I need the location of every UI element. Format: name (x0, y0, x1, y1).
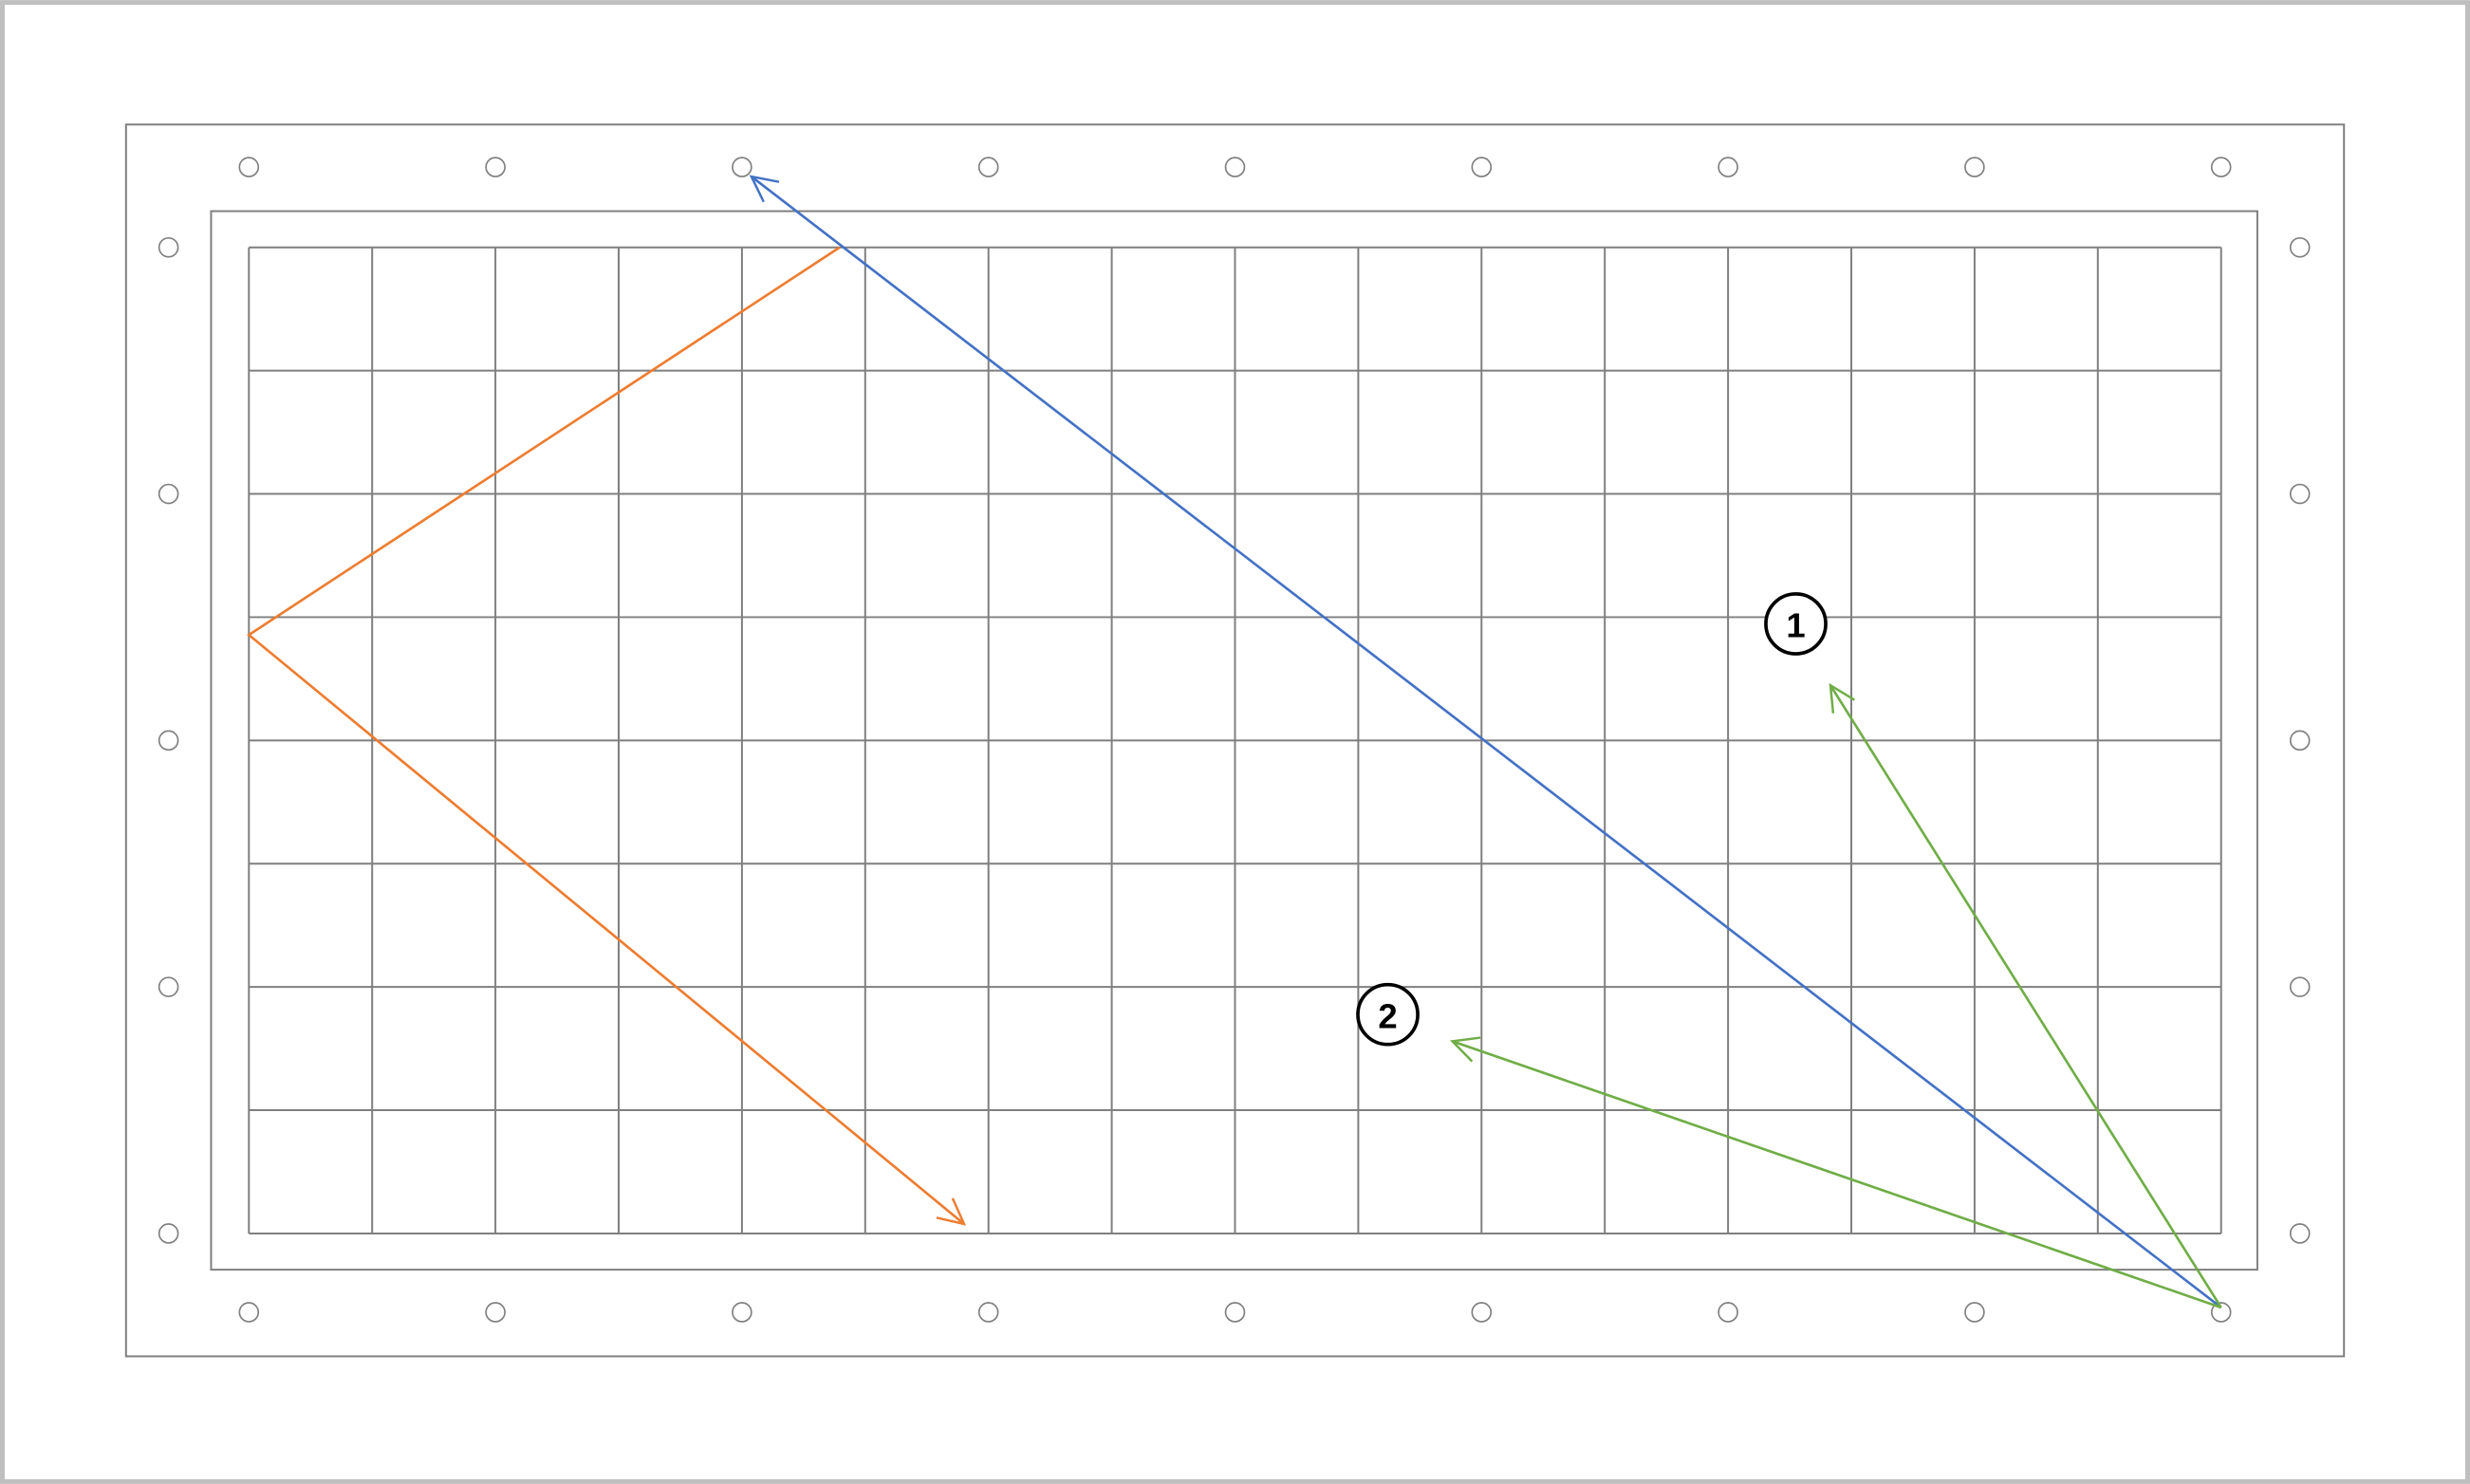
diamond (1471, 1302, 1493, 1323)
marker-label: 1 (1786, 606, 1805, 645)
diamonds (158, 157, 2311, 1323)
diamond (158, 1223, 179, 1244)
diamond (1718, 1302, 1738, 1323)
diamond (238, 1302, 260, 1323)
green-path-1 (1829, 682, 2222, 1308)
diamond (158, 236, 179, 258)
green-path-2 (1449, 1036, 2222, 1309)
diamond (1718, 157, 1738, 177)
diamond (977, 1302, 999, 1323)
diamond (485, 157, 506, 177)
diamond (485, 1302, 506, 1323)
diamond (1224, 157, 1246, 177)
blue-path (749, 175, 2222, 1309)
diamond (2289, 1223, 2311, 1244)
diamond (732, 1302, 752, 1323)
diamond (1964, 1302, 1985, 1323)
marker-circle (1764, 592, 1828, 656)
diamond (158, 483, 179, 505)
diamond (158, 730, 179, 751)
diamond (732, 157, 752, 177)
diamond (238, 157, 260, 177)
inner-cushion (210, 210, 2258, 1271)
orange-path (247, 246, 967, 1226)
diamond (2289, 976, 2311, 997)
diamond (2289, 483, 2311, 505)
grid (248, 246, 2222, 1234)
diamond (2289, 730, 2311, 751)
diamond (2289, 236, 2311, 258)
diamond (1964, 157, 1985, 177)
diamond (1224, 1302, 1246, 1323)
marker-label: 2 (1378, 996, 1397, 1035)
diamond (977, 157, 999, 177)
marker-circle (1356, 982, 1420, 1047)
diamond (2210, 1302, 2232, 1323)
diamond (1471, 157, 1493, 177)
diamond (158, 976, 179, 997)
diamond (2210, 157, 2232, 177)
outer-table (124, 123, 2346, 1358)
